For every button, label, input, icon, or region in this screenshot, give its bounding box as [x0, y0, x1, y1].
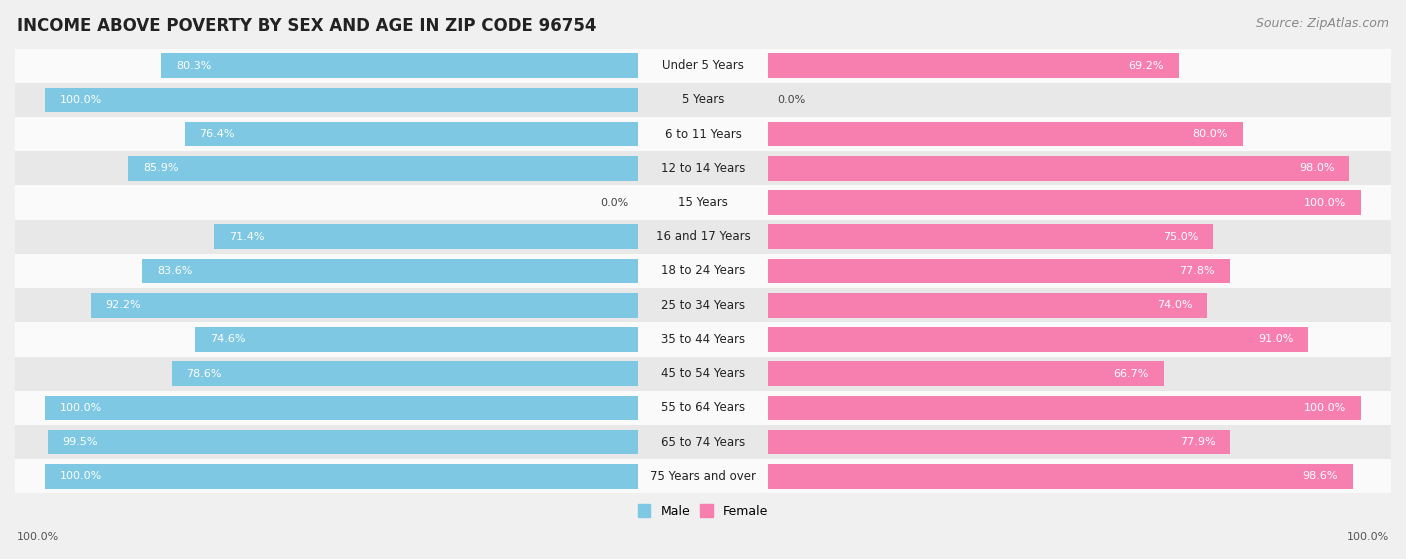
- Text: 77.9%: 77.9%: [1180, 437, 1215, 447]
- Bar: [768, 361, 1164, 386]
- Text: 76.4%: 76.4%: [200, 129, 235, 139]
- Text: 100.0%: 100.0%: [1305, 197, 1347, 207]
- Text: 100.0%: 100.0%: [59, 471, 101, 481]
- Bar: [15, 83, 1391, 117]
- Bar: [15, 220, 1391, 254]
- Text: 65 to 74 Years: 65 to 74 Years: [661, 435, 745, 449]
- Text: 74.0%: 74.0%: [1157, 300, 1192, 310]
- Text: 55 to 64 Years: 55 to 64 Years: [661, 401, 745, 414]
- Bar: [15, 425, 1391, 459]
- Bar: [15, 288, 1391, 323]
- Bar: [768, 464, 1353, 489]
- Text: Source: ZipAtlas.com: Source: ZipAtlas.com: [1256, 17, 1389, 30]
- Text: 12 to 14 Years: 12 to 14 Years: [661, 162, 745, 175]
- Bar: [15, 151, 1391, 186]
- Text: 78.6%: 78.6%: [187, 369, 222, 378]
- Text: 100.0%: 100.0%: [59, 403, 101, 413]
- Bar: [768, 122, 1243, 146]
- Bar: [768, 225, 1213, 249]
- Text: 85.9%: 85.9%: [143, 163, 179, 173]
- Text: 77.8%: 77.8%: [1180, 266, 1215, 276]
- Text: 80.3%: 80.3%: [176, 61, 212, 70]
- Bar: [768, 190, 1361, 215]
- Text: 0.0%: 0.0%: [600, 197, 628, 207]
- Text: 80.0%: 80.0%: [1192, 129, 1227, 139]
- Bar: [15, 391, 1391, 425]
- Text: 74.6%: 74.6%: [209, 334, 246, 344]
- Bar: [172, 361, 638, 386]
- Bar: [15, 117, 1391, 151]
- Text: 98.0%: 98.0%: [1299, 163, 1334, 173]
- Text: 66.7%: 66.7%: [1114, 369, 1149, 378]
- Text: 71.4%: 71.4%: [229, 232, 264, 242]
- Bar: [128, 156, 638, 181]
- Text: 15 Years: 15 Years: [678, 196, 728, 209]
- Text: 0.0%: 0.0%: [778, 95, 806, 105]
- Bar: [15, 186, 1391, 220]
- Text: Under 5 Years: Under 5 Years: [662, 59, 744, 72]
- Text: 75.0%: 75.0%: [1163, 232, 1198, 242]
- Bar: [768, 430, 1230, 454]
- Text: 69.2%: 69.2%: [1129, 61, 1164, 70]
- Text: 5 Years: 5 Years: [682, 93, 724, 106]
- Text: 35 to 44 Years: 35 to 44 Years: [661, 333, 745, 346]
- Text: 6 to 11 Years: 6 to 11 Years: [665, 127, 741, 141]
- Bar: [768, 327, 1308, 352]
- Text: 99.5%: 99.5%: [62, 437, 98, 447]
- Bar: [45, 88, 638, 112]
- Bar: [15, 459, 1391, 494]
- Bar: [768, 293, 1208, 318]
- Text: INCOME ABOVE POVERTY BY SEX AND AGE IN ZIP CODE 96754: INCOME ABOVE POVERTY BY SEX AND AGE IN Z…: [17, 17, 596, 35]
- Text: 100.0%: 100.0%: [17, 532, 59, 542]
- Bar: [768, 259, 1230, 283]
- Bar: [162, 53, 638, 78]
- Bar: [15, 254, 1391, 288]
- Bar: [768, 396, 1361, 420]
- Bar: [142, 259, 638, 283]
- Text: 25 to 34 Years: 25 to 34 Years: [661, 299, 745, 312]
- Bar: [91, 293, 638, 318]
- Text: 45 to 54 Years: 45 to 54 Years: [661, 367, 745, 380]
- Bar: [15, 323, 1391, 357]
- Text: 91.0%: 91.0%: [1258, 334, 1294, 344]
- Bar: [214, 225, 638, 249]
- Text: 83.6%: 83.6%: [156, 266, 193, 276]
- Text: 75 Years and over: 75 Years and over: [650, 470, 756, 483]
- Bar: [768, 156, 1350, 181]
- Text: 18 to 24 Years: 18 to 24 Years: [661, 264, 745, 277]
- Bar: [768, 53, 1178, 78]
- Bar: [15, 49, 1391, 83]
- Text: 100.0%: 100.0%: [59, 95, 101, 105]
- Text: 100.0%: 100.0%: [1347, 532, 1389, 542]
- Text: 98.6%: 98.6%: [1303, 471, 1339, 481]
- Text: 92.2%: 92.2%: [105, 300, 142, 310]
- Bar: [45, 396, 638, 420]
- Bar: [184, 122, 638, 146]
- Bar: [48, 430, 638, 454]
- Bar: [45, 464, 638, 489]
- Text: 16 and 17 Years: 16 and 17 Years: [655, 230, 751, 243]
- Legend: Male, Female: Male, Female: [633, 499, 773, 523]
- Bar: [195, 327, 638, 352]
- Bar: [15, 357, 1391, 391]
- Text: 100.0%: 100.0%: [1305, 403, 1347, 413]
